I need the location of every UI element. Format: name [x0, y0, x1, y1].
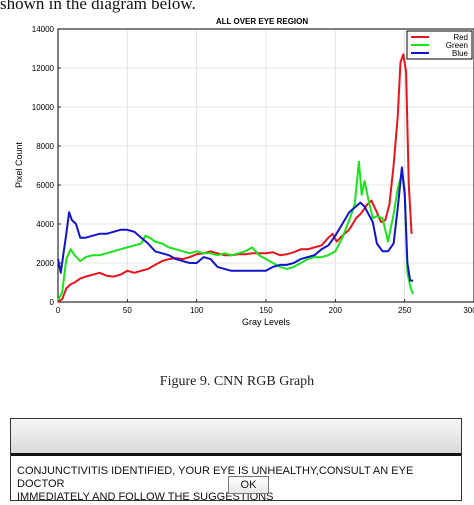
body-text-fragment: shown in the diagram below. [0, 0, 196, 13]
y-tick-label: 12000 [32, 64, 55, 73]
y-tick-label: 2000 [36, 259, 54, 268]
dialog-title-bar[interactable] [11, 419, 461, 456]
series-line-red [57, 53, 413, 303]
series-line-green [57, 160, 414, 301]
figure-caption: Figure 9. CNN RGB Graph [159, 374, 315, 389]
x-axis-ticks: 0 50 100 150 200 250 300 [56, 299, 474, 315]
legend-label-blue: Blue [452, 49, 469, 58]
x-tick-label: 200 [329, 306, 343, 315]
y-axis-ticks: 0 2000 4000 6000 8000 10000 12000 14000 [32, 25, 61, 307]
x-tick-label: 300 [463, 306, 474, 315]
alert-dialog: CONJUNCTIVITIS IDENTIFIED, YOUR EYE IS U… [10, 418, 462, 504]
chart-grid [57, 28, 474, 303]
x-tick-label: 250 [398, 306, 412, 315]
chart-series [57, 53, 414, 303]
rgb-histogram-chart: ALL OVER EYE REGION 0 50 100 150 200 250 300 0… [14, 17, 474, 327]
dialog-message-line-1: CONJUNCTIVITIS IDENTIFIED, YOUR EYE IS U… [17, 465, 414, 490]
dialog-message: CONJUNCTIVITIS IDENTIFIED, YOUR EYE IS U… [17, 465, 455, 504]
series-line-blue [57, 166, 413, 282]
y-tick-label: 4000 [36, 220, 54, 229]
dialog-message-line-2: IMMEDIATELY AND FOLLOW THE SUGGESTIONS [17, 491, 274, 503]
x-tick-label: 50 [123, 306, 132, 315]
legend-label-green: Green [446, 41, 468, 50]
y-tick-label: 8000 [36, 142, 54, 151]
ok-button[interactable]: OK [228, 476, 269, 494]
y-tick-label: 0 [50, 298, 55, 307]
x-tick-label: 150 [259, 306, 273, 315]
legend-label-red: Red [453, 33, 468, 42]
chart-title: ALL OVER EYE REGION [216, 17, 309, 26]
x-tick-label: 0 [56, 306, 61, 315]
x-tick-label: 100 [190, 306, 204, 315]
x-axis-label: Gray Levels [242, 317, 291, 327]
y-axis-label: Pixel Count [14, 141, 24, 188]
y-tick-label: 10000 [32, 103, 55, 112]
y-tick-label: 6000 [36, 181, 54, 190]
y-tick-label: 14000 [32, 25, 55, 34]
